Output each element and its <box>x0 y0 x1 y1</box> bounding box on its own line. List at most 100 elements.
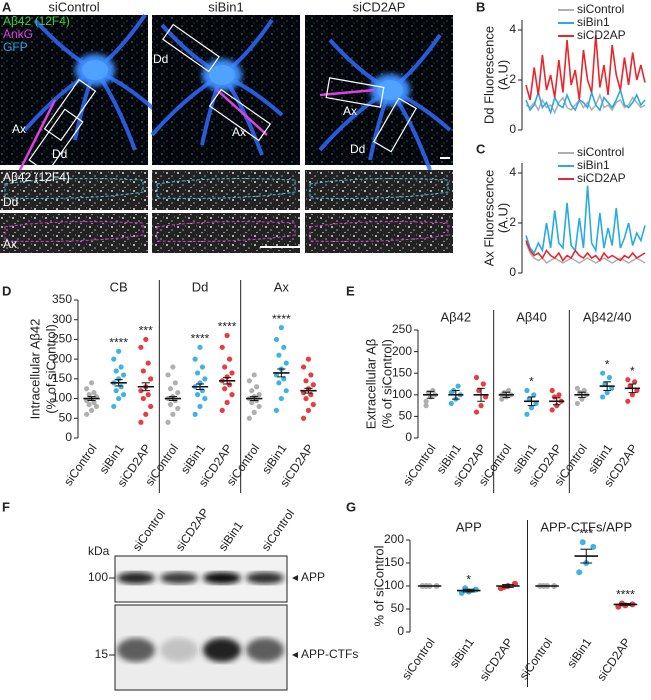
data-point <box>632 379 638 385</box>
stain-label: AnkG <box>3 27 33 41</box>
data-point <box>143 411 149 417</box>
series-line <box>525 240 646 262</box>
data-point <box>602 381 608 387</box>
data-point <box>219 344 225 350</box>
data-point <box>91 399 97 406</box>
band-label: APP-CTFs <box>301 647 358 661</box>
x-tick-label: siCD2AP <box>477 636 516 684</box>
band <box>246 572 284 584</box>
data-point <box>278 395 284 402</box>
panel-label: C <box>476 141 486 156</box>
y-tick-label: 4 <box>509 22 516 36</box>
legend-label: siBin1 <box>577 15 610 29</box>
y-tick-label: 300 <box>52 312 72 326</box>
outline <box>156 178 296 199</box>
band <box>160 572 198 584</box>
data-point <box>138 388 144 394</box>
data-point <box>116 395 122 402</box>
data-point <box>256 403 262 410</box>
roi-box <box>208 88 272 142</box>
marker-label: 100 <box>88 570 108 584</box>
group-label: APP <box>456 519 482 534</box>
micrographs: Ax Dd siControl Ax Dd siBin1 Ax Dd siCD2AP Aβ42 (… <box>0 0 453 253</box>
group-label: CB <box>110 279 128 294</box>
roi-label: Ax <box>232 125 246 139</box>
data-point <box>528 405 535 411</box>
axon <box>216 89 268 136</box>
data-point <box>625 377 631 383</box>
axon <box>319 88 376 97</box>
y-axis-label: Ax Fluorescence <box>481 170 496 267</box>
data-point <box>226 356 233 362</box>
data-point <box>423 403 429 409</box>
data-point <box>88 407 95 413</box>
data-point <box>249 388 255 394</box>
data-point <box>194 392 201 398</box>
lane-label: siCD2AP <box>173 506 212 554</box>
data-point <box>143 336 149 343</box>
data-point <box>202 395 208 402</box>
y-axis-label: (A.U) <box>495 203 510 233</box>
y-tick-label: 50 <box>399 409 413 423</box>
data-point <box>120 392 127 398</box>
x-tick-label: siBin1 <box>564 635 594 670</box>
data-point <box>222 386 228 392</box>
data-point <box>224 374 230 380</box>
cell-body-core <box>377 80 403 100</box>
y-tick-label: 150 <box>384 555 404 569</box>
data-point <box>482 394 489 400</box>
data-point <box>524 411 530 417</box>
roi-box <box>28 108 84 174</box>
strip-speckle <box>0 213 148 253</box>
data-point <box>251 409 257 415</box>
data-point <box>273 336 280 343</box>
significance: **** <box>109 335 128 349</box>
data-point <box>629 392 635 398</box>
legend-label: siBin1 <box>577 158 610 172</box>
data-point <box>84 411 90 417</box>
band <box>246 638 284 662</box>
roi-label: Dd <box>153 52 168 66</box>
data-point <box>281 344 287 350</box>
y-axis-label: Dd Fluorescence <box>481 26 496 124</box>
significance: * <box>605 357 610 371</box>
data-point <box>308 372 314 378</box>
data-point <box>625 398 631 404</box>
y-tick-label: 0 <box>65 430 72 444</box>
data-point <box>455 383 461 389</box>
data-point <box>197 403 203 410</box>
panel-label: D <box>2 283 11 298</box>
x-tick-label: siControl <box>517 636 556 683</box>
data-point <box>111 403 117 410</box>
data-point <box>448 400 454 407</box>
data-point <box>229 370 235 376</box>
strip-speckle <box>152 170 300 210</box>
group-label: Ax <box>274 279 290 294</box>
y-tick-label: 0 <box>509 122 516 136</box>
data-point <box>246 378 252 384</box>
x-tick-label: siControl <box>61 442 100 489</box>
x-tick-label: siControl <box>399 636 438 683</box>
roi-label: Ax <box>343 104 357 118</box>
data-point <box>165 372 171 378</box>
y-tick-label: 350 <box>52 292 72 306</box>
data-point <box>111 356 117 362</box>
data-point <box>549 387 555 394</box>
data-point <box>86 392 92 398</box>
y-tick-label: 0 <box>405 430 412 444</box>
outline <box>156 221 296 242</box>
y-tick-label: 100 <box>392 387 412 401</box>
data-point <box>167 386 174 392</box>
data-point <box>300 415 307 421</box>
column-label: siBin1 <box>208 0 243 14</box>
y-axis-label: Extracellular Aβ <box>363 339 378 430</box>
y-tick-label: 0 <box>397 624 404 638</box>
data-point <box>148 376 154 382</box>
significance: * <box>529 375 534 389</box>
data-point <box>138 344 144 350</box>
data-point <box>627 383 633 389</box>
strip-speckle <box>305 213 453 253</box>
row-label: Dd <box>3 195 18 209</box>
y-tick-label: 150 <box>392 365 412 379</box>
